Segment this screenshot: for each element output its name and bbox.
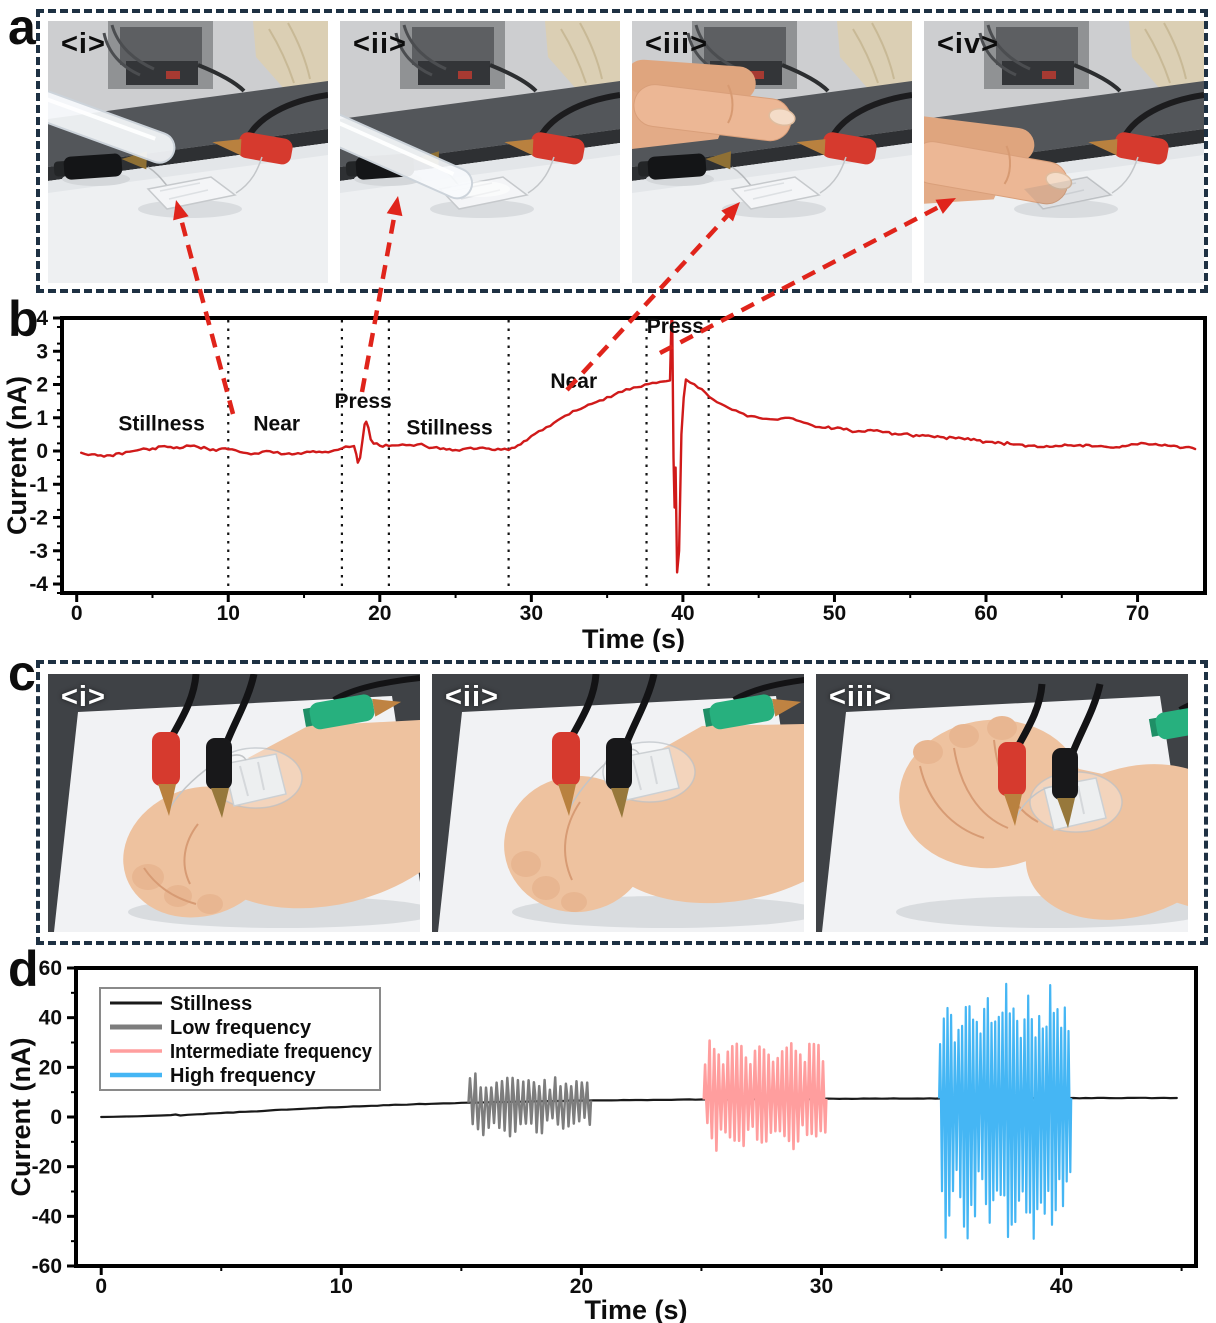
- svg-text:Near: Near: [253, 412, 300, 435]
- svg-text:1: 1: [36, 407, 48, 430]
- photo-scene-fist-rest: [48, 674, 420, 932]
- svg-text:30: 30: [810, 1275, 833, 1298]
- svg-text:40: 40: [671, 602, 694, 625]
- panel-a-photo-iv: <iv>: [924, 21, 1204, 283]
- svg-text:10: 10: [217, 602, 240, 625]
- photo-scene-fist-clench: [816, 674, 1188, 932]
- panel-c-photo-ii: <ii>: [432, 674, 804, 932]
- svg-text:Press: Press: [647, 315, 704, 338]
- photo-tag: <i>: [61, 28, 106, 60]
- svg-text:Stillness: Stillness: [170, 993, 252, 1015]
- svg-text:50: 50: [823, 602, 846, 625]
- svg-text:40: 40: [1050, 1275, 1073, 1298]
- svg-text:Current (nA): Current (nA): [2, 376, 32, 535]
- svg-text:20: 20: [368, 602, 391, 625]
- svg-text:0: 0: [71, 602, 83, 625]
- panel-c-label: c: [8, 645, 36, 701]
- panel-d-label: d: [8, 941, 39, 997]
- panel-c-box: [36, 660, 1208, 945]
- chart-current-vs-time-wrist: 0 10 20 30 40 -60 -40 -20 0 20 40 60 Time (s) Current…: [6, 957, 1198, 1323]
- panel-c-photo-i: <i>: [48, 674, 420, 932]
- svg-text:Intermediate frequency: Intermediate frequency: [170, 1041, 373, 1063]
- svg-text:3: 3: [36, 340, 48, 363]
- panel-a-photo-iii: <iii>: [632, 21, 912, 283]
- svg-text:Near: Near: [550, 370, 597, 393]
- photo-scene-fist-forward: [432, 674, 804, 932]
- photo-tag: <ii>: [353, 28, 407, 60]
- svg-text:High frequency: High frequency: [170, 1065, 316, 1087]
- panel-b-label: b: [8, 291, 39, 347]
- svg-text:-1: -1: [29, 473, 48, 496]
- svg-text:-40: -40: [32, 1205, 62, 1228]
- svg-text:Stillness: Stillness: [406, 416, 492, 439]
- svg-text:Time (s): Time (s): [582, 624, 685, 652]
- panel-a-photo-i: <i>: [48, 21, 328, 283]
- svg-text:-2: -2: [29, 507, 48, 530]
- photo-tag: <i>: [61, 681, 106, 713]
- svg-text:-3: -3: [29, 540, 48, 563]
- svg-text:4: 4: [36, 307, 48, 330]
- svg-text:Current (nA): Current (nA): [6, 1038, 36, 1197]
- svg-text:Time (s): Time (s): [584, 1295, 687, 1323]
- svg-text:2: 2: [36, 374, 48, 397]
- svg-text:-4: -4: [29, 573, 48, 596]
- svg-text:60: 60: [974, 602, 997, 625]
- svg-text:0: 0: [36, 440, 48, 463]
- photo-tag: <iv>: [937, 28, 1000, 60]
- panel-a-label: a: [8, 0, 36, 55]
- chart-current-vs-time-touch: 0 10 20 30 40 50 60 70 -4 -3 -2 -1 0 1 2 3 4 Time (s) Curr…: [2, 307, 1207, 652]
- svg-text:40: 40: [39, 1007, 62, 1030]
- svg-text:20: 20: [39, 1056, 62, 1079]
- svg-text:60: 60: [39, 957, 62, 980]
- panel-a-photo-ii: <ii>: [340, 21, 620, 283]
- photo-tag: <ii>: [445, 681, 499, 713]
- svg-text:70: 70: [1126, 602, 1149, 625]
- photo-scene-finger-press: [924, 21, 1204, 283]
- photo-tag: <iii>: [829, 681, 893, 713]
- svg-text:0: 0: [95, 1275, 107, 1298]
- svg-text:Low frequency: Low frequency: [170, 1017, 312, 1039]
- svg-text:20: 20: [570, 1275, 593, 1298]
- svg-text:-60: -60: [32, 1255, 62, 1278]
- svg-text:Press: Press: [335, 390, 392, 413]
- panel-c-photo-iii: <iii>: [816, 674, 1188, 932]
- svg-text:0: 0: [50, 1106, 62, 1129]
- svg-text:Stillness: Stillness: [118, 412, 204, 435]
- svg-text:30: 30: [520, 602, 543, 625]
- photo-tag: <iii>: [645, 28, 709, 60]
- svg-text:10: 10: [330, 1275, 353, 1298]
- svg-text:-20: -20: [32, 1156, 62, 1179]
